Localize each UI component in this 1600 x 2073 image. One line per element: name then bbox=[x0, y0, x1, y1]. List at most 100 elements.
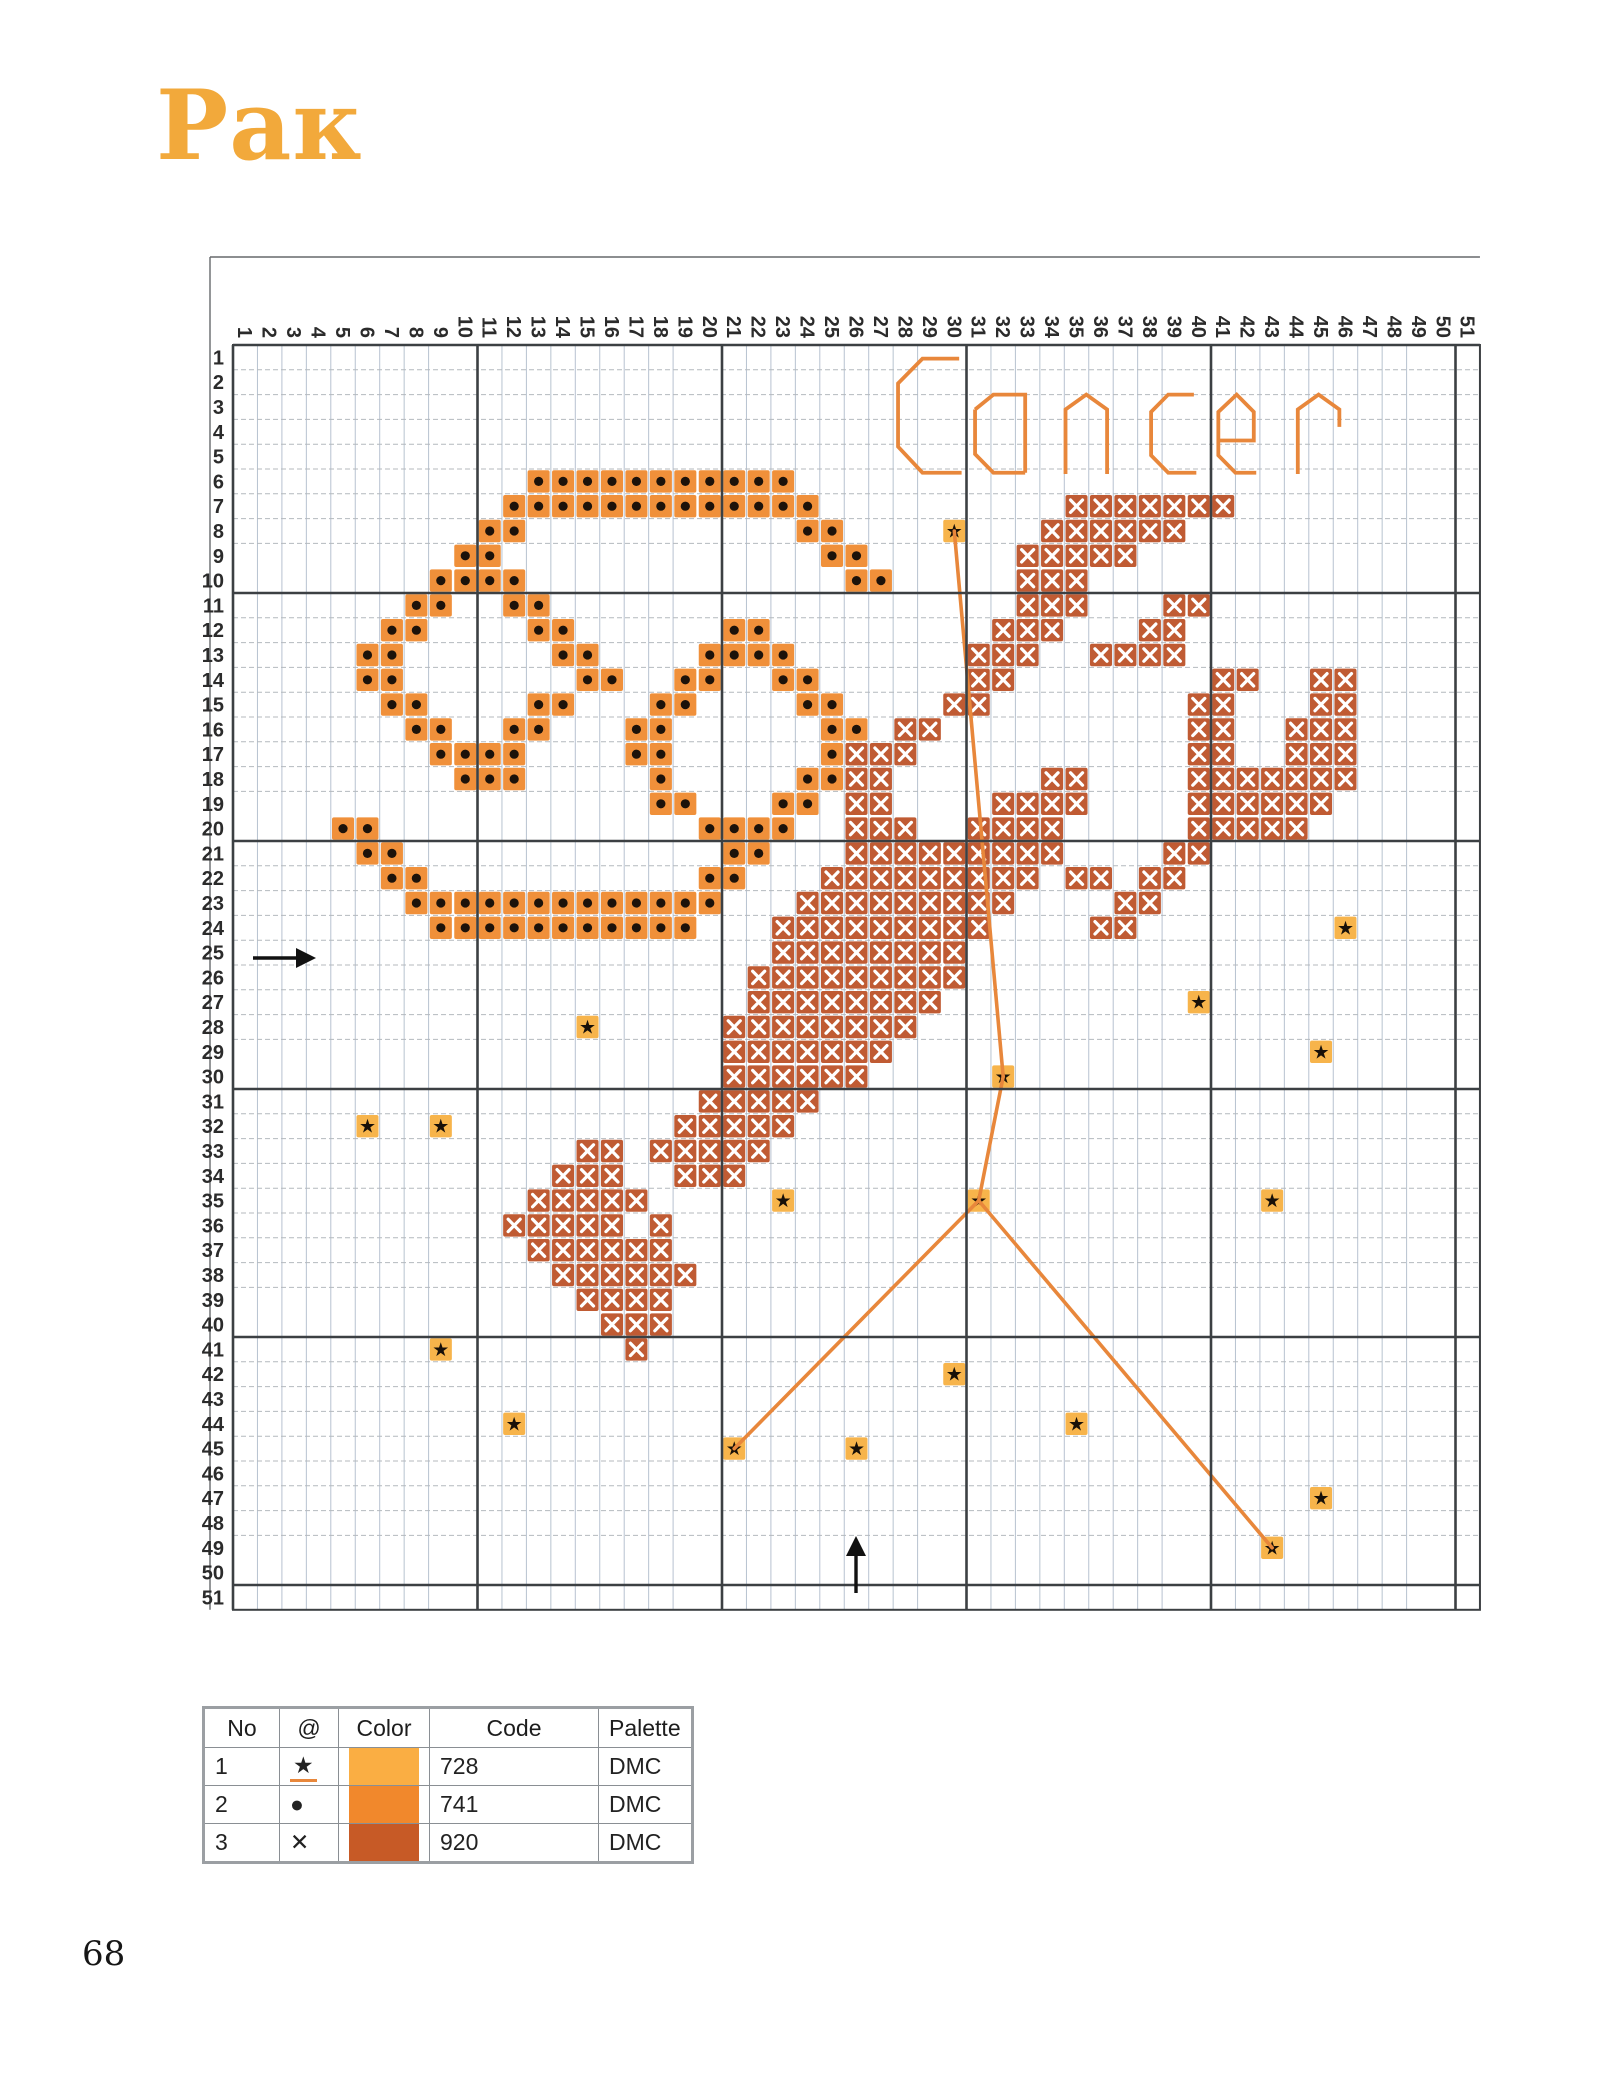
col-label: 21 bbox=[722, 316, 744, 338]
row-label: 48 bbox=[202, 1513, 224, 1535]
row-label: 33 bbox=[202, 1141, 224, 1163]
star-stitch-cell bbox=[1310, 1040, 1333, 1063]
row-label: 36 bbox=[202, 1215, 224, 1237]
col-label: 30 bbox=[942, 316, 964, 338]
row-label: 11 bbox=[203, 595, 224, 617]
star-glyph: ★ bbox=[1264, 1191, 1281, 1212]
row-label: 9 bbox=[213, 546, 224, 568]
row-label: 51 bbox=[202, 1587, 224, 1609]
legend-header-code: Code bbox=[429, 1707, 599, 1748]
row-label: 45 bbox=[202, 1439, 224, 1461]
row-label: 28 bbox=[202, 1017, 224, 1039]
col-label: 1 bbox=[233, 327, 255, 338]
col-label: 4 bbox=[307, 327, 329, 339]
legend-header-no: No bbox=[203, 1707, 280, 1748]
col-label: 42 bbox=[1236, 316, 1258, 338]
legend-no: 2 bbox=[203, 1785, 280, 1824]
page-number: 68 bbox=[82, 1934, 126, 1974]
row-label: 7 bbox=[213, 496, 224, 518]
row-label: 29 bbox=[202, 1042, 224, 1064]
col-label: 25 bbox=[820, 316, 842, 338]
row-label: 13 bbox=[202, 645, 224, 667]
col-label: 38 bbox=[1138, 316, 1160, 338]
row-label: 25 bbox=[202, 943, 224, 965]
col-label: 6 bbox=[355, 327, 377, 338]
col-label: 22 bbox=[747, 316, 769, 338]
row-label: 5 bbox=[213, 447, 224, 469]
center-marker-arrows bbox=[253, 948, 866, 1593]
star-stitch-cell bbox=[772, 1189, 795, 1212]
legend-palette: DMC bbox=[598, 1747, 693, 1786]
legend-row: 3 ✕ 920 DMC bbox=[203, 1823, 693, 1863]
star-stitch-cell bbox=[943, 1363, 966, 1386]
star-glyph: ★ bbox=[432, 1340, 449, 1361]
star-glyph: ★ bbox=[1068, 1414, 1085, 1435]
row-label: 2 bbox=[213, 372, 224, 394]
col-label: 48 bbox=[1382, 316, 1404, 338]
legend-header-symbol: @ bbox=[279, 1707, 339, 1748]
col-label: 43 bbox=[1260, 316, 1282, 338]
legend-row: 2 ● 741 DMC bbox=[203, 1785, 693, 1824]
col-label: 51 bbox=[1456, 316, 1478, 338]
color-swatch-920 bbox=[349, 1824, 419, 1861]
col-label: 17 bbox=[624, 316, 646, 338]
col-label: 39 bbox=[1162, 316, 1184, 338]
legend-header-row: No @ Color Code Palette bbox=[203, 1707, 693, 1748]
legend-row: 1 ★ 728 DMC bbox=[203, 1747, 693, 1786]
row-label: 18 bbox=[202, 769, 224, 791]
col-label: 46 bbox=[1333, 316, 1355, 338]
row-label: 43 bbox=[202, 1389, 224, 1411]
col-label: 16 bbox=[600, 316, 622, 338]
col-label: 2 bbox=[258, 327, 280, 338]
row-label: 40 bbox=[202, 1315, 224, 1337]
row-label: 1 bbox=[213, 347, 224, 369]
legend-no: 1 bbox=[203, 1747, 280, 1786]
star-stitch-cell bbox=[429, 1338, 452, 1361]
row-label: 49 bbox=[202, 1538, 224, 1560]
col-label: 10 bbox=[453, 316, 475, 338]
col-label: 47 bbox=[1358, 316, 1380, 338]
row-label: 42 bbox=[202, 1364, 224, 1386]
star-stitch-cell bbox=[356, 1115, 379, 1138]
row-label: 26 bbox=[202, 967, 224, 989]
row-label: 19 bbox=[202, 794, 224, 816]
star-stitch-cell bbox=[1261, 1189, 1284, 1212]
col-label: 20 bbox=[698, 316, 720, 338]
left-arrow-icon bbox=[296, 948, 316, 968]
row-label: 4 bbox=[213, 422, 225, 444]
row-label: 20 bbox=[202, 819, 224, 841]
col-label: 50 bbox=[1431, 316, 1453, 338]
row-label: 15 bbox=[202, 695, 224, 717]
col-label: 23 bbox=[771, 316, 793, 338]
row-label: 24 bbox=[202, 918, 225, 940]
row-label: 47 bbox=[202, 1488, 224, 1510]
col-label: 13 bbox=[527, 316, 549, 338]
col-label: 33 bbox=[1016, 316, 1038, 338]
row-label: 8 bbox=[213, 521, 224, 543]
col-label: 11 bbox=[478, 317, 500, 338]
star-glyph: ★ bbox=[579, 1018, 596, 1039]
col-label: 34 bbox=[1040, 316, 1062, 339]
legend-palette: DMC bbox=[598, 1785, 693, 1824]
star-glyph: ★ bbox=[1313, 1042, 1330, 1063]
col-label: 41 bbox=[1211, 316, 1233, 338]
star-glyph: ★ bbox=[1313, 1489, 1330, 1510]
col-label: 49 bbox=[1407, 316, 1429, 338]
star-glyph: ★ bbox=[432, 1117, 449, 1138]
col-label: 3 bbox=[282, 327, 304, 338]
col-label: 32 bbox=[991, 316, 1013, 338]
row-label: 17 bbox=[202, 744, 224, 766]
row-label: 38 bbox=[202, 1265, 224, 1287]
legend-header-palette: Palette bbox=[598, 1707, 693, 1748]
row-label: 21 bbox=[202, 843, 224, 865]
row-label: 22 bbox=[202, 868, 224, 890]
row-label: 16 bbox=[202, 719, 224, 741]
col-label: 15 bbox=[576, 316, 598, 338]
row-label: 10 bbox=[202, 571, 224, 593]
col-label: 28 bbox=[893, 316, 915, 338]
row-label: 35 bbox=[202, 1191, 224, 1213]
star-glyph: ★ bbox=[359, 1117, 376, 1138]
star-stitch-cell bbox=[1187, 991, 1210, 1014]
col-label: 9 bbox=[429, 327, 451, 338]
row-label: 39 bbox=[202, 1290, 224, 1312]
